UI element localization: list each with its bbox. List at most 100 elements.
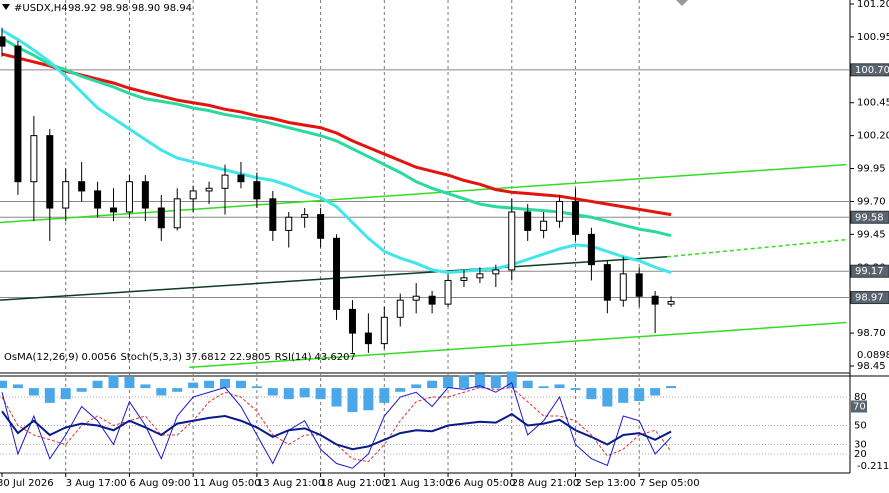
y-tick-label: -0.2112	[857, 461, 889, 472]
osma-bar	[379, 388, 390, 403]
x-tick-label: 7 Sep 05:00	[639, 478, 699, 489]
price-tag	[850, 264, 889, 278]
candle-body	[396, 299, 404, 318]
candle-body	[667, 300, 675, 305]
osma-bar	[522, 380, 533, 389]
x-tick-label: 11 Aug 05:00	[193, 478, 260, 489]
candle-body	[30, 135, 38, 183]
collapse-arrow[interactable]	[2, 4, 10, 10]
legend-item: OsMA(12,26,9)	[4, 352, 79, 363]
y-tick-label: 20	[854, 449, 867, 460]
y-tick-label: 50	[854, 421, 867, 432]
osma-bar	[347, 388, 358, 413]
osma-bar	[458, 375, 469, 389]
y-tick-label: 100.95	[857, 32, 889, 43]
candle-body	[556, 200, 564, 222]
oscillator-line	[1, 386, 672, 463]
price-tag-label: 100.70	[855, 65, 889, 76]
osma-bar	[586, 388, 597, 400]
osma-bar	[618, 388, 629, 403]
osma-bar	[188, 382, 199, 389]
candle-body	[253, 181, 261, 200]
candle-body	[333, 237, 341, 310]
candle-body	[524, 211, 532, 231]
x-tick-label: 30 Jul 2026	[0, 478, 54, 489]
osma-bar	[634, 388, 645, 402]
candle-body	[412, 295, 420, 301]
osma-bar	[427, 380, 438, 389]
x-tick-label: 21 Aug 13:00	[384, 478, 451, 489]
candle-body	[571, 200, 579, 235]
candle-body	[651, 295, 659, 305]
candle-body	[14, 45, 22, 183]
osma-bar	[108, 375, 119, 389]
osma-bar	[283, 388, 294, 400]
candle-body	[619, 273, 627, 301]
osma-bar	[570, 388, 581, 390]
candle-body	[62, 181, 70, 209]
osma-bar	[315, 388, 326, 400]
osma-bar	[666, 386, 677, 389]
candle-body	[492, 269, 500, 275]
osma-bar	[12, 384, 23, 389]
oscillator-line	[1, 381, 672, 469]
candle-body	[78, 181, 86, 192]
quote: 98.92 98.98 98.90 98.94	[68, 3, 192, 14]
price-tag-label: 99.58	[855, 212, 884, 223]
candle-body	[94, 190, 102, 209]
y-tick-label: 0.0898	[857, 350, 889, 361]
candle-body	[237, 174, 245, 183]
price-tag	[851, 400, 867, 413]
osma-bar	[0, 380, 7, 389]
osma-bar	[650, 388, 661, 396]
title-block: #USDX,H4 98.92 98.98 98.90 98.94	[14, 3, 192, 14]
candle-body	[364, 332, 372, 345]
price-tag	[850, 291, 889, 305]
shift-marker	[676, 0, 688, 6]
candle-body	[380, 316, 388, 345]
price-tag-label: 98.97	[855, 293, 884, 304]
osma-bar	[474, 373, 485, 389]
osma-bar	[140, 384, 151, 389]
y-tick-label: 100.45	[857, 98, 889, 109]
symbol: #USDX,H4	[14, 3, 68, 14]
osma-bar	[363, 388, 374, 411]
candle-body	[428, 295, 436, 305]
legend-item: 37.6812	[185, 352, 226, 363]
candle-body	[317, 214, 325, 239]
candle-body	[205, 187, 213, 192]
osma-bar	[76, 388, 87, 392]
oscillator-line	[1, 410, 672, 451]
x-tick-label: 26 Aug 05:00	[448, 478, 515, 489]
x-tick-label: 28 Aug 21:00	[512, 478, 579, 489]
price-tag	[850, 210, 889, 224]
osma-bar	[538, 386, 549, 389]
osma-bar	[443, 377, 454, 389]
candle-body	[0, 36, 6, 47]
trend-line	[189, 321, 847, 369]
osma-bar	[124, 377, 135, 389]
y-tick-label: 100.20	[857, 131, 889, 142]
y-tick-label: 98.70	[857, 328, 886, 339]
osma-bar	[395, 388, 406, 392]
x-tick-label: 18 Aug 21:00	[321, 478, 388, 489]
legend-item: 43.6207	[315, 352, 356, 363]
y-tick-label: 99.95	[857, 164, 886, 175]
candle-body	[508, 211, 516, 271]
osma-bar	[299, 388, 310, 398]
candle-body	[635, 273, 643, 297]
price-tag	[850, 63, 889, 77]
osma-bar	[235, 380, 246, 389]
osma-bar	[156, 388, 167, 396]
osma-bar	[251, 386, 262, 389]
price-tag-label: 99.17	[855, 266, 884, 277]
candle-body	[444, 279, 452, 305]
indicator-legend: OsMA(12,26,9) 0.0056 Stoch(5,3,3) 37.6812 22…	[4, 352, 356, 363]
osma-bar	[28, 388, 39, 396]
candle-body	[173, 198, 181, 229]
x-tick-label: 6 Aug 09:00	[129, 478, 190, 489]
candle-body	[348, 308, 356, 334]
osma-bar	[267, 388, 278, 396]
